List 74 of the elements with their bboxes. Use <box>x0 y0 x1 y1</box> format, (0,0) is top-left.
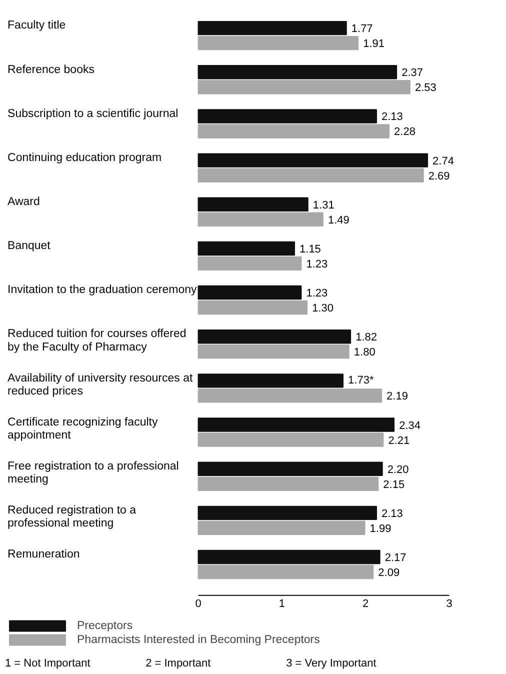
bar <box>198 418 395 432</box>
bar <box>198 256 302 271</box>
bar <box>198 374 344 388</box>
bar <box>198 285 302 300</box>
bar <box>198 300 308 315</box>
bar <box>198 241 295 256</box>
bar <box>198 80 410 94</box>
data-label: 1.82 <box>356 332 377 344</box>
bar <box>198 476 379 491</box>
bar <box>198 109 377 124</box>
data-label: 1.23 <box>306 288 328 300</box>
text: 3 = Very Important <box>286 658 376 670</box>
y-tick-label: Remuneration <box>8 548 80 561</box>
y-tick-label: Continuing education program <box>8 152 162 164</box>
data-label: 1.91 <box>363 38 385 50</box>
y-tick-label: Banquet <box>8 240 52 252</box>
data-label: 2.17 <box>384 552 406 564</box>
bar <box>198 330 352 344</box>
data-label: 1.23 <box>306 258 328 270</box>
y-tick-label: Reduced tuition for courses offered by the Faculty of Pharmacy <box>8 328 186 354</box>
x-tick-label: 2 <box>362 598 369 610</box>
bar <box>198 462 383 476</box>
bar <box>198 344 350 359</box>
bar <box>198 153 428 168</box>
data-label: 2.15 <box>383 478 405 491</box>
data-label: 2.13 <box>382 508 403 520</box>
y-tick-label: Award <box>8 196 40 208</box>
data-label: 2.19 <box>386 390 408 403</box>
bar <box>198 388 382 403</box>
data-label: 1.99 <box>370 522 392 535</box>
data-label: 2.09 <box>378 567 400 579</box>
bar <box>198 432 384 447</box>
data-label: 2.28 <box>394 126 416 138</box>
bar <box>198 212 324 226</box>
bar <box>198 564 374 580</box>
bar <box>198 124 390 138</box>
bar <box>198 36 359 50</box>
y-tick-label: Reference books <box>8 64 95 76</box>
data-label: 1.49 <box>328 214 350 226</box>
x-tick-label: 0 <box>195 598 202 610</box>
bar <box>198 520 366 536</box>
y-tick-label: Faculty title <box>8 20 66 32</box>
bar <box>198 550 380 564</box>
y-tick-label: Availability of university resources at reduced prices <box>8 372 194 398</box>
data-label: 1.15 <box>300 243 321 256</box>
bar <box>198 65 398 80</box>
x-tick-label: 1 <box>278 598 286 610</box>
text: 1 = Not Important <box>5 658 90 670</box>
bar <box>198 168 424 182</box>
data-label: 1.77 <box>351 23 373 36</box>
x-tick-label: 3 <box>446 598 452 610</box>
y-tick-label: Invitation to the graduation ceremony <box>8 284 197 296</box>
data-label: 2.13 <box>382 111 403 124</box>
y-tick-label: Certificate recognizing faculty appointment <box>8 416 158 442</box>
data-label: 2.34 <box>399 420 420 432</box>
legend-label: Preceptors <box>77 620 133 632</box>
data-label: 1.80 <box>354 346 376 359</box>
data-label: 1.30 <box>312 302 334 315</box>
data-label: 1.73* <box>348 374 374 387</box>
data-label: 2.53 <box>414 82 436 94</box>
data-label: 2.74 <box>432 155 454 168</box>
data-label: 2.37 <box>402 67 424 80</box>
data-label: 2.20 <box>387 464 409 476</box>
legend-label: Pharmacists Interested in Becoming Preceptors <box>77 634 320 646</box>
y-tick-label: Reduced registration to a professional meeting <box>8 504 137 530</box>
data-label: 2.21 <box>388 434 410 447</box>
bar <box>198 20 347 36</box>
y-tick-label: Free registration to a professional meeting <box>8 460 179 486</box>
data-label: 2.69 <box>428 170 450 182</box>
bar <box>198 197 308 212</box>
bar <box>198 506 377 520</box>
text: 2 = Important <box>146 658 211 670</box>
y-tick-label: Subscription to a scientific journal <box>8 108 178 120</box>
data-label: 1.31 <box>312 199 334 212</box>
